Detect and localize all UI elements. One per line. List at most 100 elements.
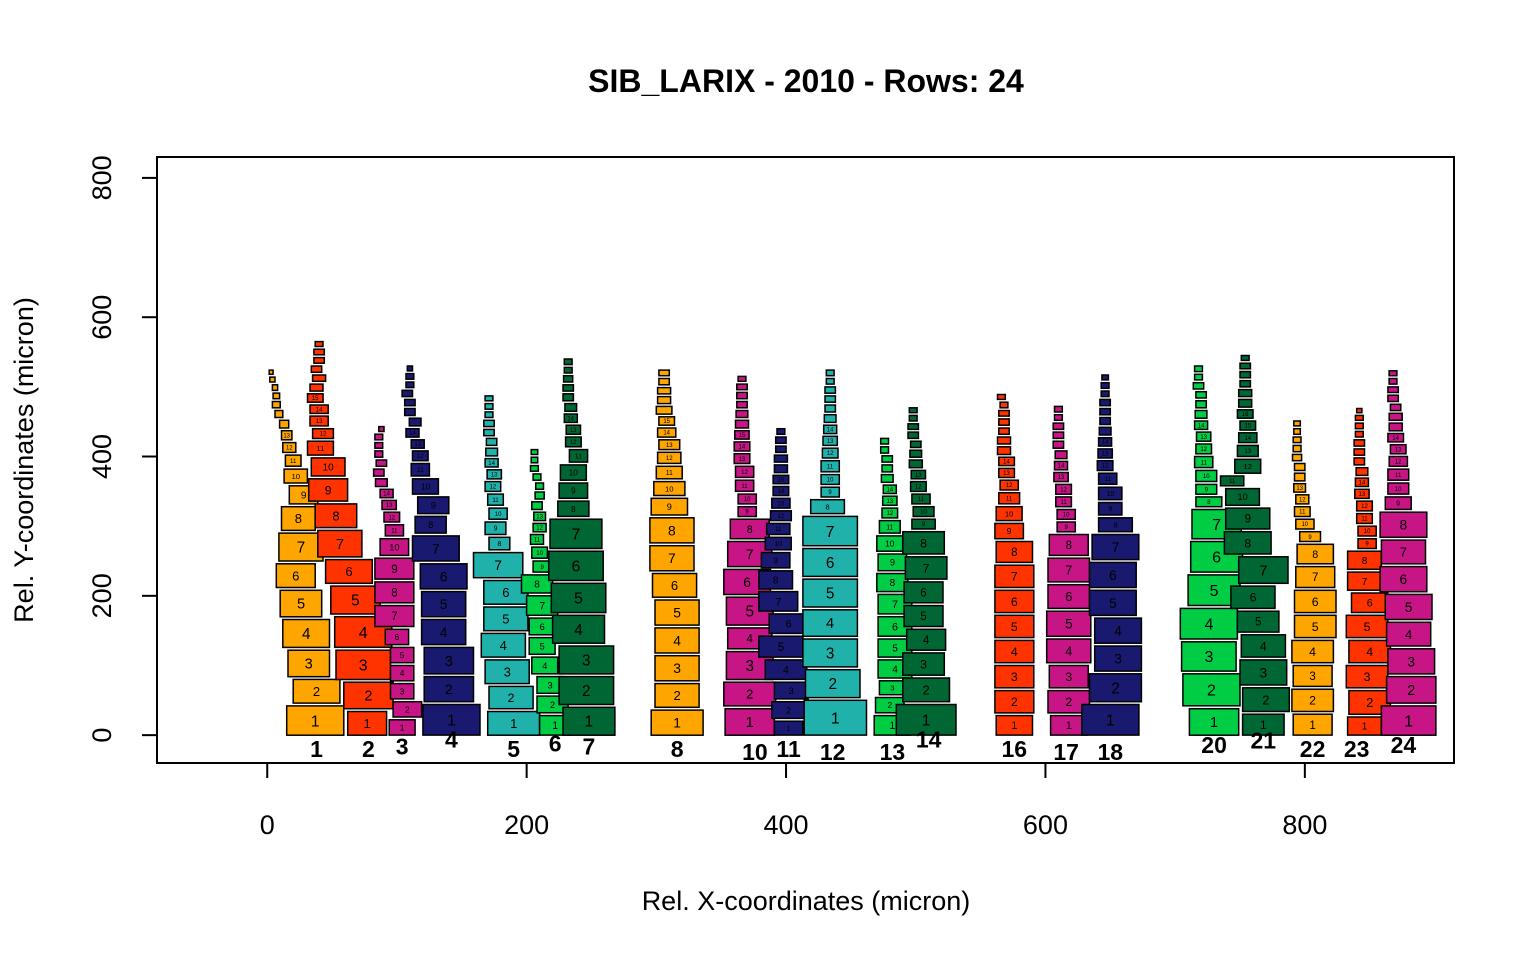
cell-row16-3 [994, 664, 1035, 689]
cell-row1-18 [271, 384, 279, 392]
cell-number: 11 [1299, 510, 1306, 516]
cell-number: 8 [1011, 547, 1017, 559]
cell-number: 10 [1203, 473, 1210, 480]
cell-row11-7 [758, 590, 799, 612]
cell-row12-17 [824, 395, 837, 403]
cell-row14-12 [909, 480, 927, 493]
cell-row18-9 [1097, 501, 1123, 516]
cell-number: 1 [400, 723, 405, 733]
cell-number: 9 [922, 522, 926, 528]
cell-row13-17 [881, 455, 894, 463]
cell-row5-9 [484, 521, 507, 536]
cell-row8-16 [655, 405, 673, 415]
cell-number: 12 [1200, 447, 1207, 453]
cell-number: 2 [786, 705, 791, 715]
cell-row23-19 [1354, 430, 1364, 438]
cell-number: 6 [671, 578, 678, 593]
cell-number: 6 [540, 622, 545, 632]
cell-row24-13 [1389, 443, 1407, 455]
cell-row8-7 [649, 544, 695, 572]
cell-number: 5 [1210, 583, 1219, 600]
cell-number: 1 [585, 714, 594, 731]
x-axis-label: Rel. X-coordinates (micron) [642, 886, 971, 916]
cell-number: 9 [773, 555, 778, 565]
cell-row8-11 [655, 465, 683, 480]
cell-row16-1 [995, 714, 1034, 736]
cell-number: 12 [1060, 487, 1067, 493]
cell-number: 9 [1108, 506, 1112, 513]
cell-row1-17 [272, 392, 281, 400]
cell-row14-4 [905, 628, 947, 651]
cell-number: 12 [417, 454, 424, 460]
cell-row20-15 [1194, 409, 1208, 419]
cell-row22-5 [1293, 614, 1337, 639]
cell-number: 8 [1207, 500, 1211, 506]
cell-number: 4 [1065, 644, 1072, 659]
cell-number: 14 [316, 407, 323, 413]
cell-row10-11 [734, 479, 755, 493]
cell-number: 1 [922, 713, 931, 730]
cell-number: 4 [1114, 624, 1122, 639]
cell-row18-21 [1101, 374, 1110, 381]
cell-row18-7 [1091, 533, 1140, 561]
cell-number: 1 [889, 720, 895, 732]
cell-row18-1 [1081, 703, 1140, 736]
cell-number: 10 [665, 484, 674, 493]
row-label-4: 4 [445, 726, 458, 752]
cell-row4-5 [420, 590, 467, 618]
row-label-layer: 1 2 3 4 5 6 7 8 10 11 12 13 14 16 17 18 20 21 22 23 24 [310, 726, 1416, 765]
cell-row8-17 [656, 395, 672, 405]
cell-number: 8 [295, 511, 302, 526]
cell-row3-3 [389, 682, 415, 700]
cell-number: 14 [1198, 423, 1205, 429]
cell-row13-14 [882, 484, 898, 495]
cell-number: 11 [417, 467, 424, 474]
cell-row22-18 [1292, 436, 1302, 444]
cell-row3-18 [374, 450, 384, 458]
cell-row24-14 [1387, 432, 1405, 443]
cell-row22-9 [1298, 530, 1322, 543]
cell-number: 10 [744, 497, 751, 503]
cell-row24-4 [1385, 621, 1432, 647]
cell-row24-7 [1380, 539, 1427, 565]
cell-row18-16 [1099, 416, 1112, 426]
cell-number: 9 [301, 490, 307, 501]
cell-row8-10 [653, 480, 686, 497]
cell-number: 13 [316, 419, 323, 425]
cell-number: 13 [570, 428, 577, 434]
cell-row10-9 [737, 505, 758, 518]
cell-row10-16 [734, 419, 750, 429]
cell-number: 6 [1250, 591, 1257, 605]
cell-number: 13 [1244, 448, 1251, 455]
cell-number: 9 [1007, 526, 1012, 536]
row-label-17: 17 [1053, 739, 1079, 765]
cell-row20-20 [1193, 365, 1204, 373]
cell-number: 8 [571, 504, 576, 514]
cell-number: 2 [1366, 695, 1373, 710]
row-label-16: 16 [1002, 736, 1028, 762]
cell-number: 6 [1011, 595, 1018, 609]
cell-row21-7 [1237, 556, 1289, 585]
cell-row6-19 [530, 456, 539, 464]
cell-number: 4 [1405, 627, 1412, 642]
cell-number: 6 [892, 621, 898, 633]
cell-row22-14 [1293, 472, 1306, 482]
cell-number: 4 [746, 634, 753, 646]
cell-row2-10 [310, 457, 346, 477]
cell-row7-16 [562, 393, 575, 402]
cell-row18-20 [1100, 381, 1110, 390]
cell-number: 9 [828, 490, 832, 496]
cell-number: 4 [574, 622, 583, 639]
cell-row4-6 [419, 563, 468, 590]
cell-number: 5 [1364, 620, 1371, 634]
cell-number: 3 [890, 684, 894, 693]
cell-number: 7 [1362, 577, 1368, 588]
cell-row2-19 [313, 356, 326, 364]
cell-row14-17 [907, 431, 920, 440]
cell-row5-4 [480, 632, 527, 658]
cell-row18-13 [1097, 448, 1114, 459]
cell-row16-21 [996, 393, 1007, 401]
cell-number: 12 [570, 440, 577, 446]
cell-row5-8 [488, 536, 511, 551]
